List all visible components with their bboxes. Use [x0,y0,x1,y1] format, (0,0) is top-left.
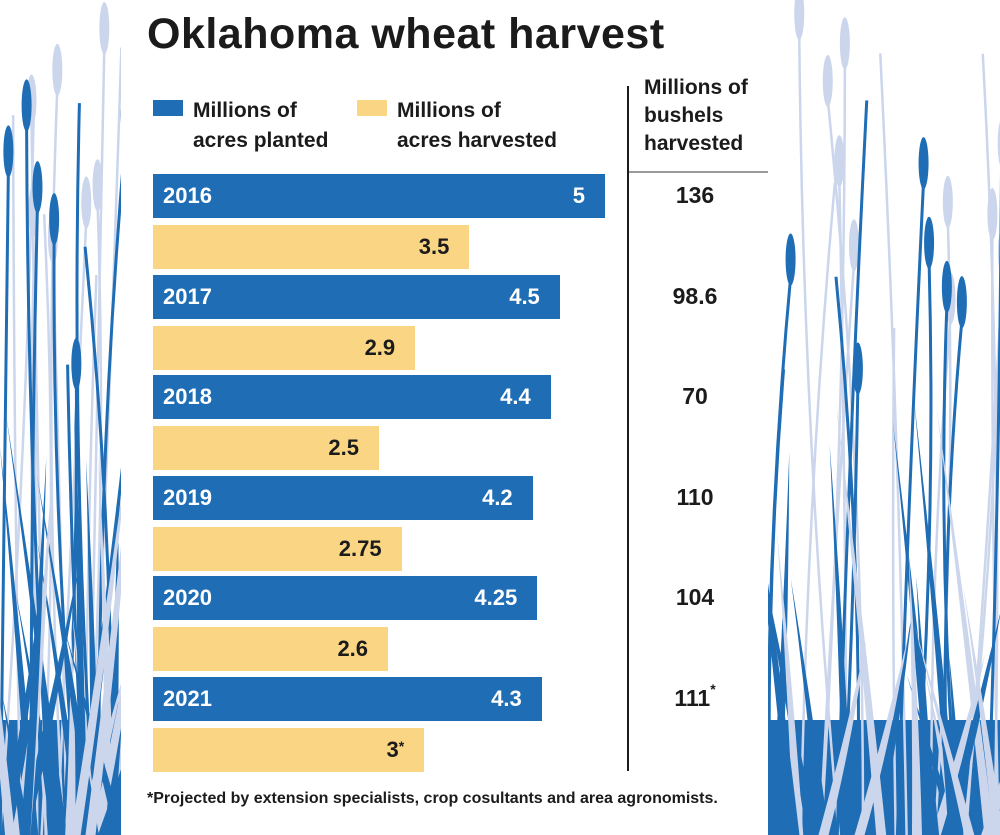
bar-harvested-2016: 3.5 [153,225,470,269]
bushels-value-2016: 136 [675,182,715,208]
column-divider [627,86,629,771]
bushels-value-2017: 98.6 [672,282,718,309]
bar-planted-2016: 2016 5 [153,174,605,218]
year-label-2018: 2018 [163,384,212,410]
legend-label-harvested: Millions of acres harvested [397,99,557,152]
bushels-value-2018: 70 [682,383,708,410]
planted-value-2019: 4.2 [482,484,513,510]
chart-title: Oklahoma wheat harvest [147,10,665,58]
bar-planted-2017: 2017 4.5 [153,274,560,319]
year-label-2017: 2017 [163,283,212,309]
bushels-value-2021: 111* [674,681,716,711]
bushels-value-2020: 104 [675,584,715,611]
bar-harvested-2020: 2.6 [153,627,389,672]
bar-harvested-2019: 2.75 [153,526,402,571]
year-label-2019: 2019 [163,484,212,510]
footnote: *Projected by extension specialists, cro… [147,790,718,807]
year-label-2020: 2020 [163,585,212,611]
legend-swatch-harvested [357,100,387,116]
bar-harvested-2018: 2.5 [153,426,379,471]
bar-harvested-2021: 3* [153,728,425,772]
planted-value-2021: 4.3 [491,686,522,711]
bar-planted-2019: 2019 4.2 [153,475,533,520]
year-label-2021: 2021 [163,686,212,711]
harvested-value-2016: 3.5 [418,234,450,259]
harvested-value-2018: 2.5 [328,435,359,461]
legend-label-planted: Millions of acres planted [193,99,329,152]
harvested-value-2020: 2.6 [337,636,369,662]
planted-value-2018: 4.4 [500,384,531,410]
bar-planted-2020: 2020 4.25 [153,576,538,621]
legend-swatch-planted [153,100,183,116]
year-label-2016: 2016 [163,183,212,208]
harvested-value-2017: 2.9 [364,334,396,360]
bar-planted-2021: 2021 4.3 [153,677,542,721]
bar-planted-2018: 2018 4.4 [153,375,551,420]
planted-value-2020: 4.25 [474,585,518,611]
bar-harvested-2017: 2.9 [153,325,416,370]
header-rule [628,171,768,173]
bushels-value-2019: 110 [676,483,714,510]
planted-value-2016: 5 [572,183,585,208]
planted-value-2017: 4.5 [509,283,540,309]
harvested-value-2019: 2.75 [338,535,382,561]
bushels-column-header: Millions of bushels harvested [644,76,748,155]
harvested-value-2021: 3* [386,737,405,762]
